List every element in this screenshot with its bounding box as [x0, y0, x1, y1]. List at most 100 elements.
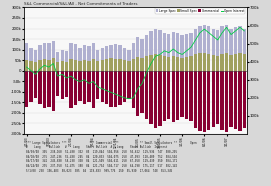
Bar: [34, 50, 37, 71]
Bar: [65, 71, 68, 97]
Bar: [158, 30, 162, 71]
Bar: [60, 61, 64, 71]
Bar: [114, 59, 117, 71]
Bar: [101, 71, 104, 102]
Bar: [34, 62, 37, 71]
Bar: [145, 35, 148, 71]
Bar: [234, 28, 237, 71]
Bar: [43, 43, 46, 71]
Bar: [25, 71, 28, 107]
Bar: [74, 71, 77, 105]
Bar: [60, 71, 64, 99]
Bar: [149, 31, 153, 71]
Bar: [60, 50, 64, 71]
Bar: [140, 58, 144, 71]
Bar: [109, 58, 113, 71]
Bar: [132, 71, 135, 108]
Bar: [176, 71, 179, 120]
Bar: [87, 61, 91, 71]
Bar: [198, 71, 202, 131]
Text: S&L Commercial/S&L/All - Net Commitments of Traders: S&L Commercial/S&L/All - Net Commitments…: [24, 2, 138, 6]
Bar: [83, 60, 86, 71]
Bar: [43, 59, 46, 71]
Bar: [78, 47, 82, 71]
Bar: [118, 71, 122, 105]
Bar: [29, 61, 33, 71]
Bar: [216, 30, 220, 71]
Bar: [132, 43, 135, 71]
Bar: [180, 71, 184, 117]
Bar: [140, 39, 144, 71]
Bar: [51, 41, 55, 71]
Bar: [65, 62, 68, 71]
Legend: Large Spec, Small Spec, Commercial, Open Interest: Large Spec, Small Spec, Commercial, Open…: [155, 8, 245, 14]
Bar: [216, 71, 220, 124]
Bar: [51, 58, 55, 71]
Bar: [92, 71, 95, 108]
Bar: [158, 71, 162, 126]
Bar: [127, 50, 131, 71]
Bar: [176, 33, 179, 71]
Bar: [172, 56, 175, 71]
Bar: [69, 43, 73, 71]
Bar: [229, 71, 233, 126]
Bar: [194, 54, 197, 71]
Bar: [92, 43, 95, 71]
Bar: [29, 47, 33, 71]
Bar: [154, 71, 157, 128]
Bar: [167, 34, 170, 71]
Bar: [47, 60, 50, 71]
Bar: [74, 44, 77, 71]
Bar: [185, 34, 188, 71]
Bar: [167, 71, 170, 119]
Bar: [180, 58, 184, 71]
Bar: [105, 46, 108, 71]
Bar: [189, 33, 193, 71]
Bar: [207, 26, 211, 71]
Bar: [25, 60, 28, 71]
Bar: [123, 60, 126, 71]
Bar: [123, 47, 126, 71]
Bar: [203, 25, 206, 71]
Bar: [149, 55, 153, 71]
Bar: [136, 37, 139, 71]
Bar: [207, 71, 211, 130]
Bar: [87, 71, 91, 102]
Bar: [189, 56, 193, 71]
Bar: [65, 51, 68, 71]
Bar: [198, 26, 202, 71]
Bar: [140, 71, 144, 113]
Bar: [38, 45, 42, 71]
Bar: [105, 59, 108, 71]
Bar: [96, 50, 99, 71]
Bar: [43, 71, 46, 108]
Bar: [56, 62, 59, 71]
Bar: [243, 28, 246, 71]
Bar: [238, 26, 242, 71]
Bar: [29, 71, 33, 102]
Bar: [101, 47, 104, 71]
Bar: [221, 54, 224, 71]
Bar: [198, 53, 202, 71]
Bar: [47, 71, 50, 107]
Bar: [69, 71, 73, 108]
Bar: [74, 60, 77, 71]
Bar: [96, 61, 99, 71]
Bar: [83, 45, 86, 71]
Bar: [207, 54, 211, 71]
Bar: [51, 71, 55, 111]
Bar: [118, 59, 122, 71]
Bar: [176, 57, 179, 71]
Bar: [229, 28, 233, 71]
Bar: [92, 59, 95, 71]
Bar: [47, 43, 50, 71]
Bar: [216, 56, 220, 71]
Bar: [238, 71, 242, 131]
Bar: [127, 71, 131, 99]
Bar: [158, 55, 162, 71]
Bar: [243, 54, 246, 71]
Bar: [163, 56, 166, 71]
Bar: [145, 56, 148, 71]
Bar: [225, 53, 228, 71]
Bar: [87, 46, 91, 71]
